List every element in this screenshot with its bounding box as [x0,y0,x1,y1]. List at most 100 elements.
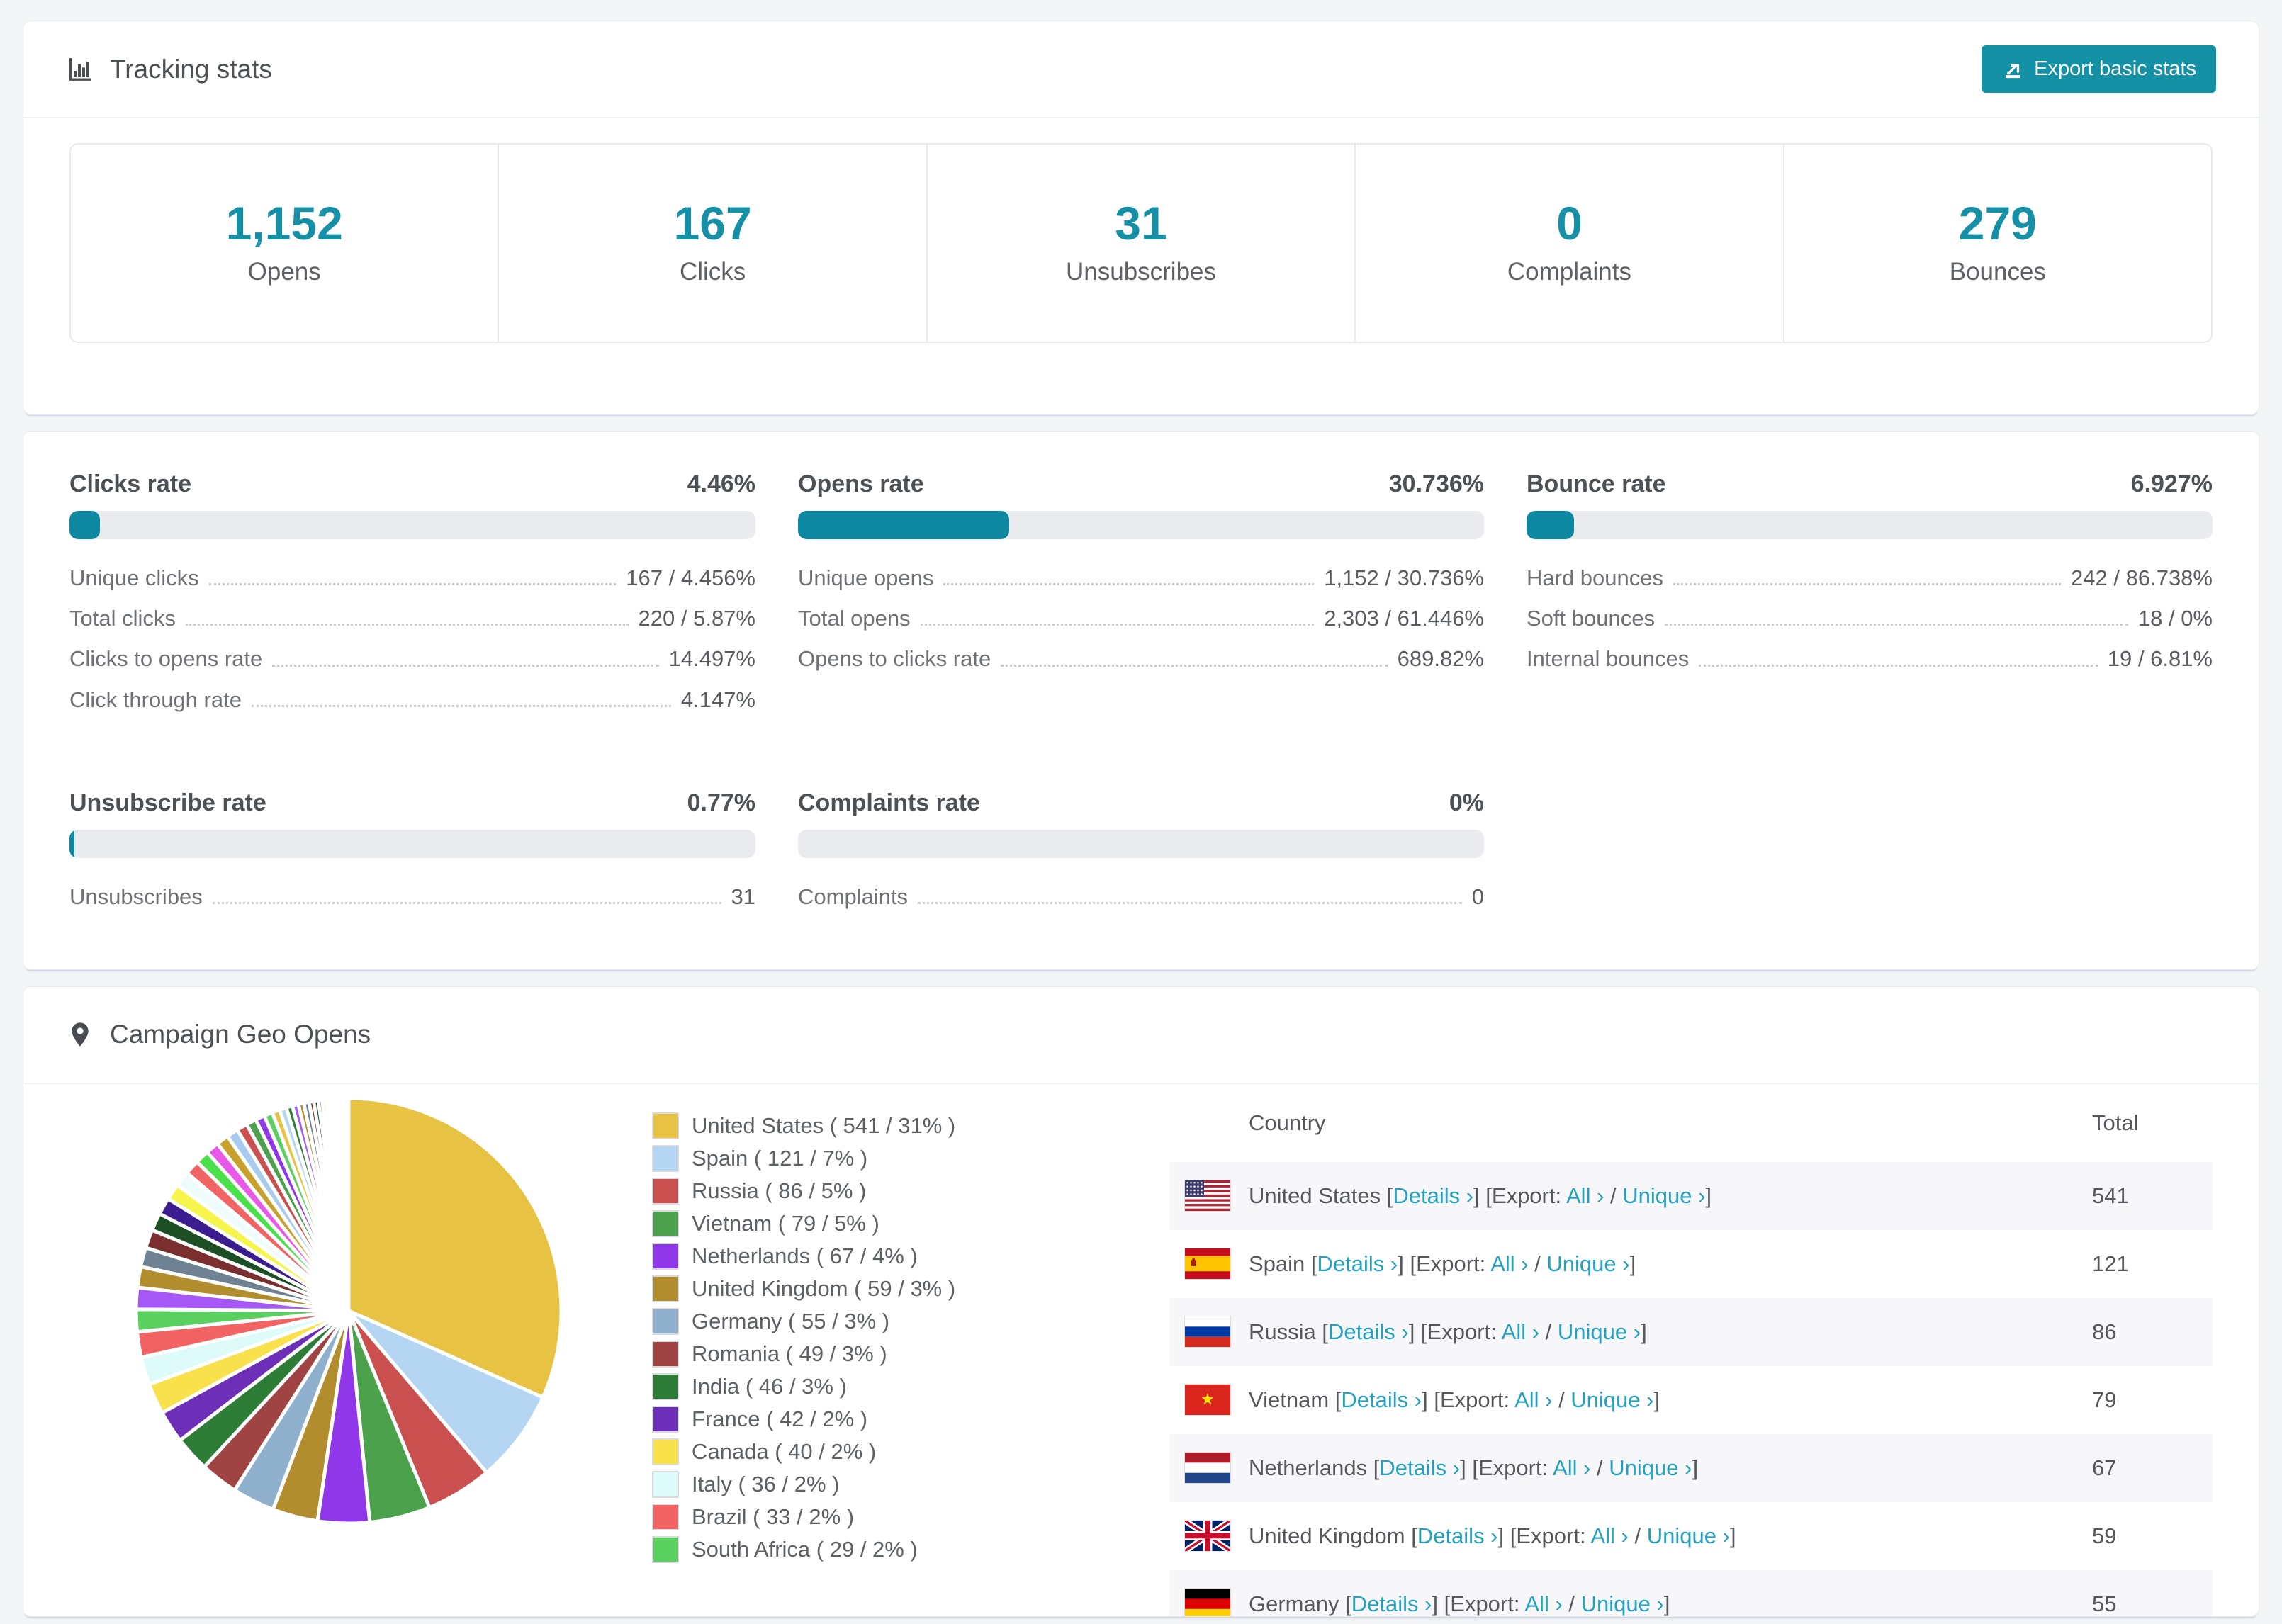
legend-swatch [652,1340,679,1368]
export-all-link[interactable]: All › [1566,1183,1604,1208]
tracking-stats-card: Tracking stats Export basic stats 1,152 … [23,21,2259,414]
rate-title-row: Opens rate 30.736% [798,470,1484,498]
details-link[interactable]: Details › [1328,1319,1409,1344]
rate-stat-row: Hard bounces 242 / 86.738% [1527,565,2213,591]
rate-stat-value: 0 [1471,884,1484,909]
export-all-link[interactable]: All › [1553,1455,1591,1480]
bracket-text: ] [ [1432,1591,1451,1616]
legend-item: Italy ( 36 / 2% ) [652,1470,1049,1498]
legend-item: Vietnam ( 79 / 5% ) [652,1209,1049,1237]
export-label: Export: [1478,1455,1553,1480]
details-link[interactable]: Details › [1379,1455,1461,1480]
country-total: 86 [2092,1319,2117,1344]
pie-slice-other-40[interactable] [346,1096,351,1311]
export-all-link[interactable]: All › [1490,1251,1529,1276]
geo-pie-legend: United States ( 541 / 31% ) Spain ( 121 … [652,1112,1049,1569]
rate-stat-label: Unique clicks [69,565,199,590]
rate-title: Opens rate [798,470,924,497]
pie-slice-united-states[interactable] [347,1096,563,1400]
rate-stat-label: Soft bounces [1527,606,1655,631]
bracket-text: [ [1339,1591,1351,1616]
rate-stat-value: 31 [731,884,755,909]
geo-table-row: United Kingdom [Details ›] [Export: All … [1169,1502,2213,1570]
legend-item: United States ( 541 / 31% ) [652,1112,1049,1139]
tracking-stats-header: Tracking stats Export basic stats [23,21,2259,118]
geo-row-text: United States [Details ›] [Export: All ›… [1249,1183,2092,1209]
geo-table-header: Country Total [1169,1084,2213,1162]
export-unique-link[interactable]: Unique › [1646,1523,1730,1548]
export-unique-link[interactable]: Unique › [1570,1387,1654,1412]
legend-label: Romania ( 49 / 3% ) [692,1341,887,1366]
rate-title: Bounce rate [1527,470,1666,497]
rate-rows: Unique clicks 167 / 4.456% Total clicks … [69,565,755,713]
rate-stat-row: Soft bounces 18 / 0% [1527,605,2213,631]
rate-stat-value: 19 / 6.81% [2107,646,2213,672]
details-link[interactable]: Details › [1317,1251,1398,1276]
legend-label: Vietnam ( 79 / 5% ) [692,1210,879,1236]
rate-stat-label: Complaints [798,884,909,909]
geo-table-row: Spain [Details ›] [Export: All › / Uniqu… [1169,1230,2213,1298]
legend-swatch [652,1177,679,1205]
export-unique-link[interactable]: Unique › [1546,1251,1630,1276]
stat-label: Clicks [679,258,746,286]
legend-swatch [652,1307,679,1335]
rate-progress-fill [1527,511,1575,539]
export-all-link[interactable]: All › [1590,1523,1629,1548]
export-unique-link[interactable]: Unique › [1557,1319,1641,1344]
rate-stat-value: 1,152 / 30.736% [1324,565,1484,590]
rate-stat-row: Total clicks 220 / 5.87% [69,605,755,631]
legend-item: South Africa ( 29 / 2% ) [652,1535,1049,1563]
rate-stat-label: Total opens [798,606,911,631]
export-label: Export: [1516,1523,1591,1548]
details-link[interactable]: Details › [1393,1183,1474,1208]
rate-stat-row: Unique opens 1,152 / 30.736% [798,565,1484,591]
separator-text: / [1628,1523,1647,1548]
country-name: Netherlands [1249,1455,1368,1480]
legend-swatch [652,1275,679,1302]
stat-value: 31 [1115,197,1167,249]
rate-stat-value: 18 / 0% [2137,606,2213,631]
country-flag [1185,1385,1230,1416]
bracket-text: [ [1405,1523,1417,1548]
legend-swatch [652,1372,679,1400]
bar-chart-icon [66,55,94,84]
geo-table-row: Germany [Details ›] [Export: All › / Uni… [1169,1569,2213,1616]
legend-item: Netherlands ( 67 / 4% ) [652,1242,1049,1270]
tracking-stats-title: Tracking stats [110,54,272,84]
legend-label: South Africa ( 29 / 2% ) [692,1536,918,1562]
pie-slice-spain[interactable] [347,1309,546,1475]
bracket-text: ] [1692,1455,1699,1480]
legend-item: Canada ( 40 / 2% ) [652,1438,1049,1465]
country-name: Germany [1249,1591,1339,1616]
export-unique-link[interactable]: Unique › [1622,1183,1706,1208]
bracket-text: [ [1305,1251,1317,1276]
legend-item: France ( 42 / 2% ) [652,1405,1049,1433]
legend-label: United Kingdom ( 59 / 3% ) [692,1275,956,1301]
geo-table-rows: United States [Details ›] [Export: All ›… [1169,1161,2213,1616]
export-unique-link[interactable]: Unique › [1580,1591,1664,1616]
separator-text: / [1590,1455,1609,1480]
stat-value: 279 [1958,197,2037,249]
dotted-leader [185,624,629,626]
country-flag [1185,1316,1230,1348]
bracket-text: ] [1663,1591,1670,1616]
country-flag [1185,1589,1230,1616]
stat-box: 31 Unsubscribes [928,145,1356,342]
geo-pie-chart [134,1096,563,1526]
legend-label: Brazil ( 33 / 2% ) [692,1504,855,1529]
legend-item: Russia ( 86 / 5% ) [652,1177,1049,1205]
export-unique-link[interactable]: Unique › [1609,1455,1692,1480]
rate-stat-row: Opens to clicks rate 689.82% [798,645,1484,672]
campaign-geo-opens-title: Campaign Geo Opens [110,1020,371,1049]
details-link[interactable]: Details › [1351,1591,1432,1616]
legend-label: France ( 42 / 2% ) [692,1406,868,1431]
export-all-link[interactable]: All › [1501,1319,1540,1344]
dotted-leader [212,901,721,904]
export-all-link[interactable]: All › [1514,1387,1553,1412]
rate-stat-label: Clicks to opens rate [69,646,263,672]
export-all-link[interactable]: All › [1524,1591,1563,1616]
country-name: United States [1249,1183,1381,1208]
details-link[interactable]: Details › [1341,1387,1422,1412]
export-basic-stats-button[interactable]: Export basic stats [1982,45,2216,93]
details-link[interactable]: Details › [1417,1523,1498,1548]
